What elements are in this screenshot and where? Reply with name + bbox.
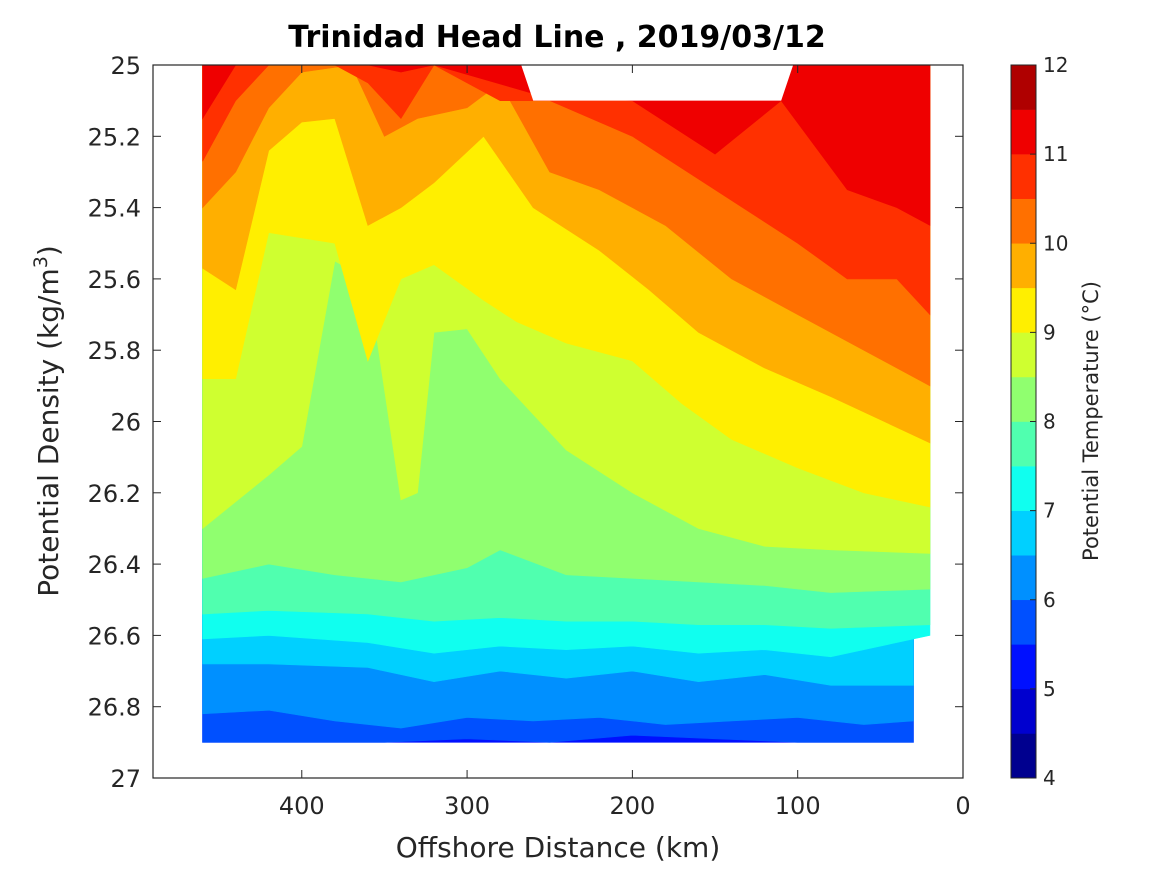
colorbar: 4 5 6 7 8 9 10 11 12: [1010, 53, 1068, 790]
colorbar-segment: [1011, 243, 1036, 289]
chart-title: Trinidad Head Line , 2019/03/12: [288, 20, 825, 55]
colorbar-segment: [1011, 555, 1036, 601]
colorbar-tick-label: 12: [1043, 53, 1068, 77]
colorbar-tick-label: 6: [1043, 588, 1056, 612]
colorbar-tick-label: 8: [1043, 410, 1056, 434]
colorbar-segment: [1011, 466, 1036, 511]
colorbar-segment: [1011, 154, 1036, 199]
colorbar-segment: [1011, 510, 1036, 556]
y-tick-label: 25.4: [88, 195, 141, 223]
y-tick-label: 25.8: [88, 337, 141, 365]
colorbar-segment: [1011, 688, 1036, 734]
colorbar-tick-label: 5: [1043, 677, 1056, 701]
colorbar-tick-label: 10: [1043, 231, 1068, 255]
colorbar-segment: [1011, 376, 1036, 422]
masked-no-data-region: [521, 65, 794, 101]
y-axis-label-close: ): [32, 245, 65, 256]
colorbar-segment: [1011, 109, 1036, 155]
colorbar-segment: [1011, 421, 1036, 467]
x-axis: 400 300 200 100 0: [279, 65, 971, 820]
y-axis-label: Potential Density (kg/m3): [30, 245, 65, 597]
colorbar-label: Potential Temperature (°C): [1079, 281, 1103, 561]
colorbar-tick-label: 11: [1043, 142, 1068, 166]
y-tick-label: 25: [110, 52, 141, 80]
colorbar-tick-label: 9: [1043, 320, 1056, 344]
y-axis-label-superscript: 3: [30, 256, 52, 268]
y-tick-label: 26.4: [88, 551, 141, 579]
y-tick-label: 27: [110, 765, 141, 793]
y-axis-label-text: Potential Density (kg/m: [32, 268, 65, 597]
y-axis: 25 25.2 25.4 25.6 25.8 26 26.2 26.4 26.6 26.8 27: [88, 52, 963, 793]
y-tick-label: 26: [110, 409, 141, 437]
colorbar-segment: [1011, 599, 1036, 645]
x-tick-label: 0: [955, 792, 970, 820]
x-tick-label: 400: [279, 792, 325, 820]
x-tick-label: 200: [609, 792, 655, 820]
y-tick-label: 25.2: [88, 123, 141, 151]
colorbar-tick-label: 7: [1043, 499, 1056, 523]
contour-fill-layer: [202, 65, 931, 743]
colorbar-segment: [1011, 332, 1036, 378]
colorbar-segment: [1011, 287, 1036, 333]
colorbar-segment: [1011, 198, 1036, 244]
x-tick-label: 100: [775, 792, 821, 820]
y-tick-label: 26.6: [88, 622, 141, 650]
colorbar-segment: [1011, 733, 1036, 779]
colorbar-segment: [1011, 65, 1036, 110]
y-tick-label: 25.6: [88, 266, 141, 294]
colorbar-segment: [1011, 644, 1036, 690]
y-tick-label: 26.8: [88, 694, 141, 722]
x-tick-label: 300: [444, 792, 490, 820]
colorbar-tick-label: 4: [1043, 766, 1056, 790]
y-tick-label: 26.2: [88, 480, 141, 508]
x-axis-label: Offshore Distance (km): [396, 831, 721, 864]
